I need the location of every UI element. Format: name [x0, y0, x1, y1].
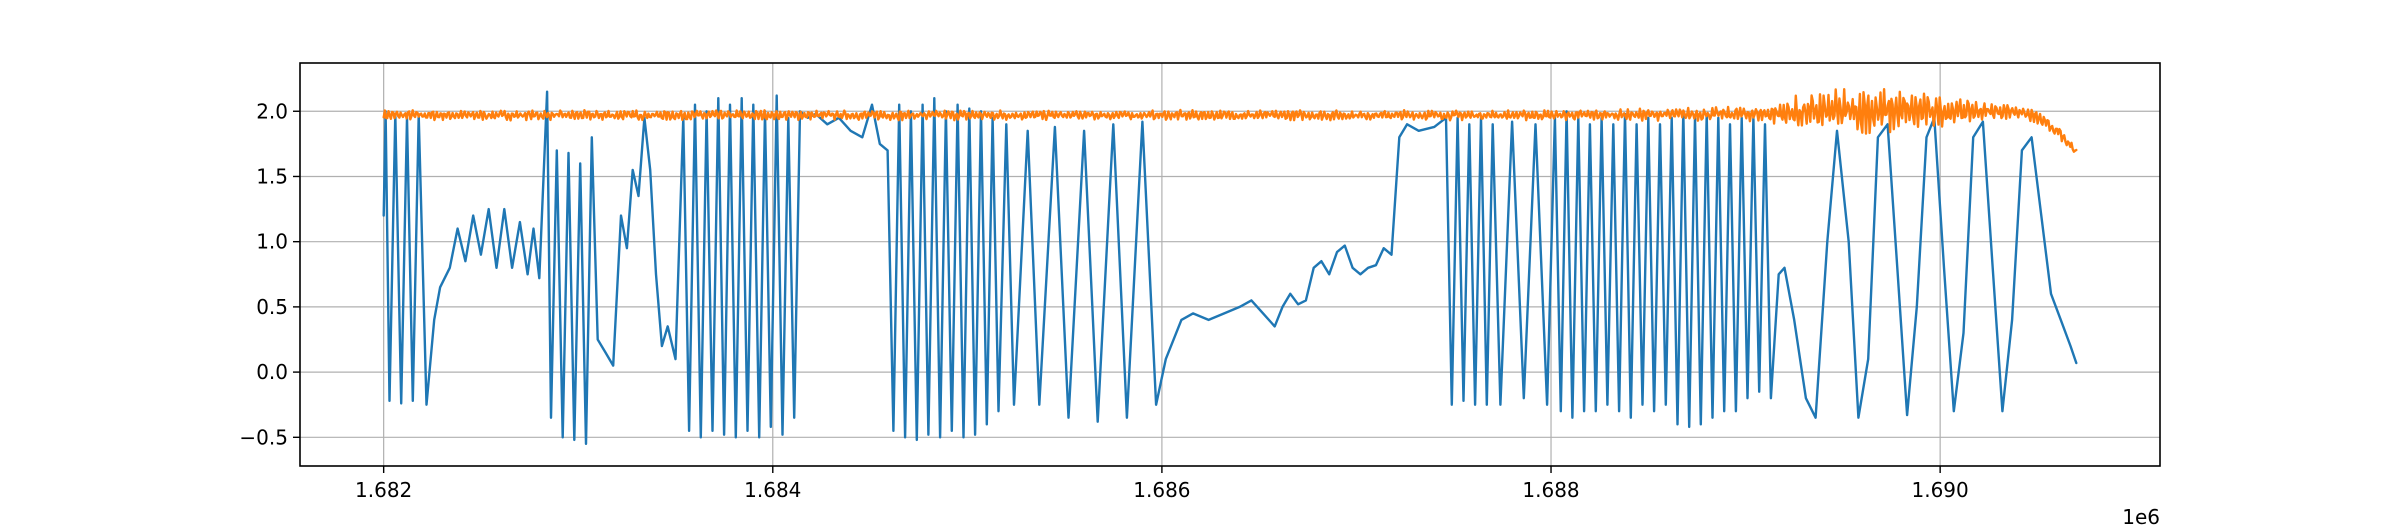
- grid-lines: [300, 63, 2160, 466]
- x-tick-label: 1.686: [1133, 478, 1190, 502]
- x-axis: 1.682 1.684 1.686 1.688 1.690: [355, 466, 1969, 502]
- y-axis: −0.5 0.0 0.5 1.0 1.5 2.0: [239, 99, 300, 449]
- y-tick-label: 1.0: [256, 230, 288, 254]
- y-tick-label: 0.0: [256, 360, 288, 384]
- series-blue-line: [382, 90, 2078, 445]
- x-offset-label: 1e6: [2122, 505, 2160, 525]
- y-tick-label: 1.5: [256, 164, 288, 188]
- axes-frame: [299, 62, 2161, 467]
- y-tick-label: −0.5: [239, 425, 288, 449]
- x-tick-label: 1.688: [1522, 478, 1579, 502]
- x-tick-label: 1.682: [355, 478, 412, 502]
- y-tick-label: 2.0: [256, 99, 288, 123]
- x-tick-label: 1.684: [744, 478, 801, 502]
- data-series: [382, 88, 2078, 445]
- series-orange-line: [382, 88, 2078, 153]
- x-tick-label: 1.690: [1912, 478, 1969, 502]
- y-tick-label: 0.5: [256, 295, 288, 319]
